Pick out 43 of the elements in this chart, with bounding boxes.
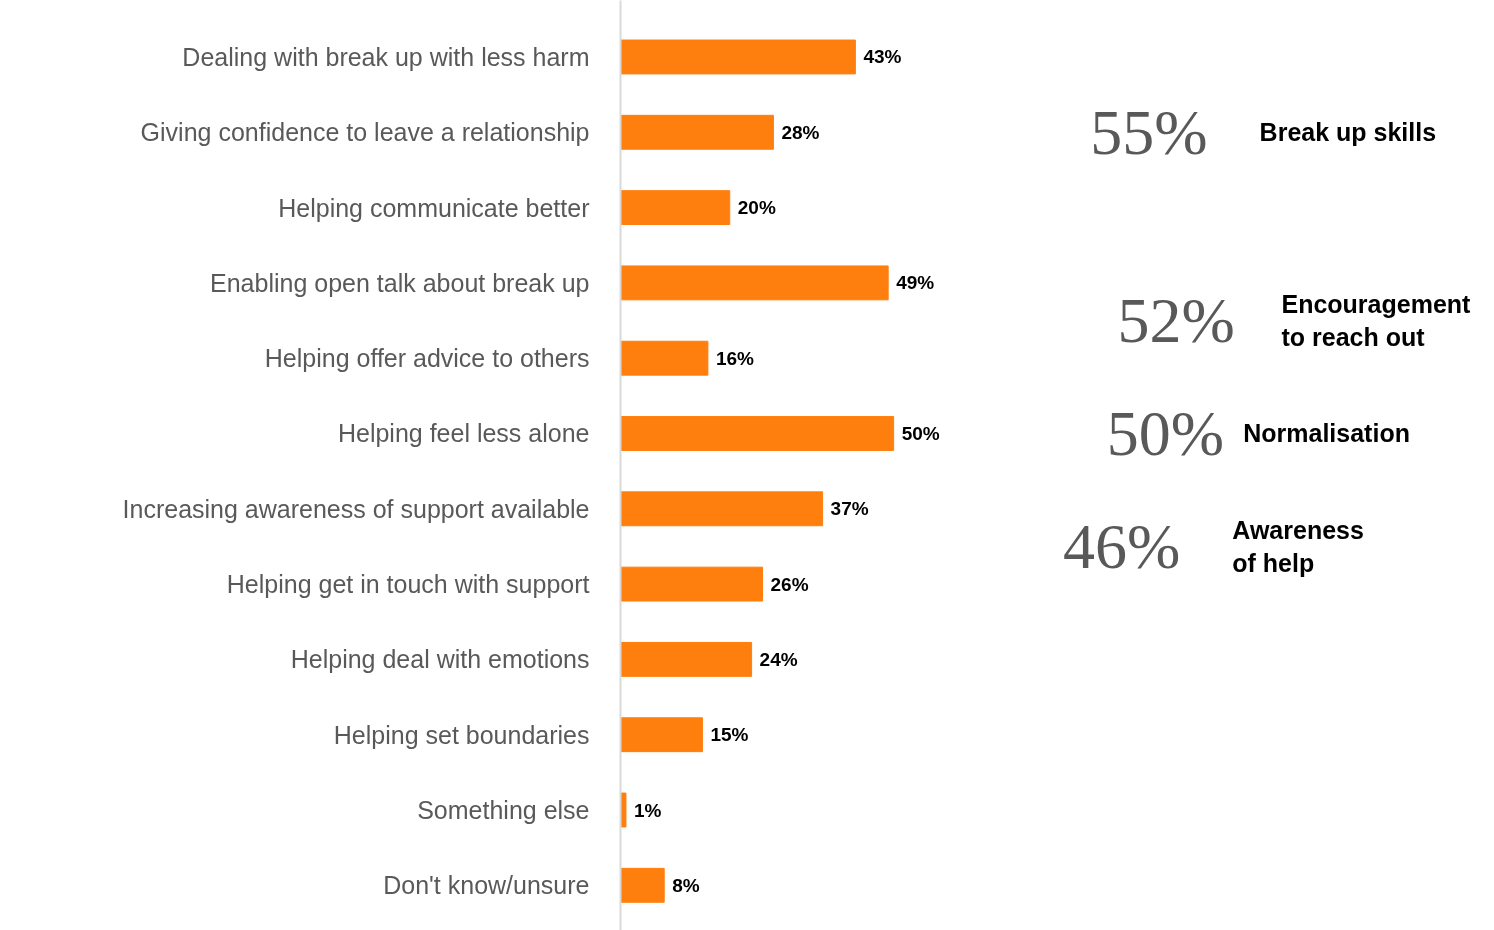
bar xyxy=(620,416,895,451)
data-label: 50% xyxy=(901,423,940,444)
data-label: 43% xyxy=(863,46,902,68)
bar xyxy=(620,566,764,602)
bar xyxy=(620,717,703,753)
data-label: 16% xyxy=(715,347,755,369)
y-tick-label: Helping set boundaries xyxy=(333,720,590,749)
y-tick-label: Giving confidence to leave a relationship xyxy=(140,118,590,147)
data-label: 15% xyxy=(710,724,749,746)
text: 50% xyxy=(1106,398,1224,469)
y-tick-label: Don't know/unsure xyxy=(383,871,590,900)
y-tick-label: Helping get in touch with support xyxy=(226,570,590,599)
data-label: 37% xyxy=(830,498,869,520)
text: Break up skills xyxy=(1259,118,1437,147)
y-tick-label: Something else xyxy=(417,796,590,825)
y-tick-label: Helping offer advice to others xyxy=(264,344,590,373)
data-label: 1% xyxy=(633,799,662,821)
data-label: 24% xyxy=(759,648,798,670)
y-tick-label: Increasing awareness of support available xyxy=(122,494,590,523)
bar xyxy=(620,340,709,376)
text: Encouragement to reach out xyxy=(1281,289,1472,352)
data-label: 26% xyxy=(770,573,809,595)
bar xyxy=(620,39,856,75)
text: Awareness of help xyxy=(1232,515,1364,578)
bar xyxy=(620,114,774,150)
y-tick-label: Helping feel less alone xyxy=(337,419,590,448)
bar xyxy=(620,190,731,226)
text: Normalisation xyxy=(1243,419,1410,448)
y-tick-label: Helping deal with emotions xyxy=(290,645,590,674)
text: 52% xyxy=(1117,285,1235,357)
data-label: 20% xyxy=(737,197,776,219)
data-label: 8% xyxy=(672,874,700,896)
text: 46% xyxy=(1062,510,1181,582)
bar xyxy=(620,641,753,677)
y-tick-label: Dealing with break up with less harm xyxy=(182,42,590,71)
y-tick-label: Enabling open talk about break up xyxy=(210,268,590,297)
data-label: 28% xyxy=(781,121,820,143)
data-label: 49% xyxy=(896,272,935,294)
bar xyxy=(620,491,824,527)
bar xyxy=(620,265,889,301)
y-tick-label: Helping communicate better xyxy=(278,193,590,222)
bar xyxy=(620,867,665,903)
text: 55% xyxy=(1090,96,1208,168)
